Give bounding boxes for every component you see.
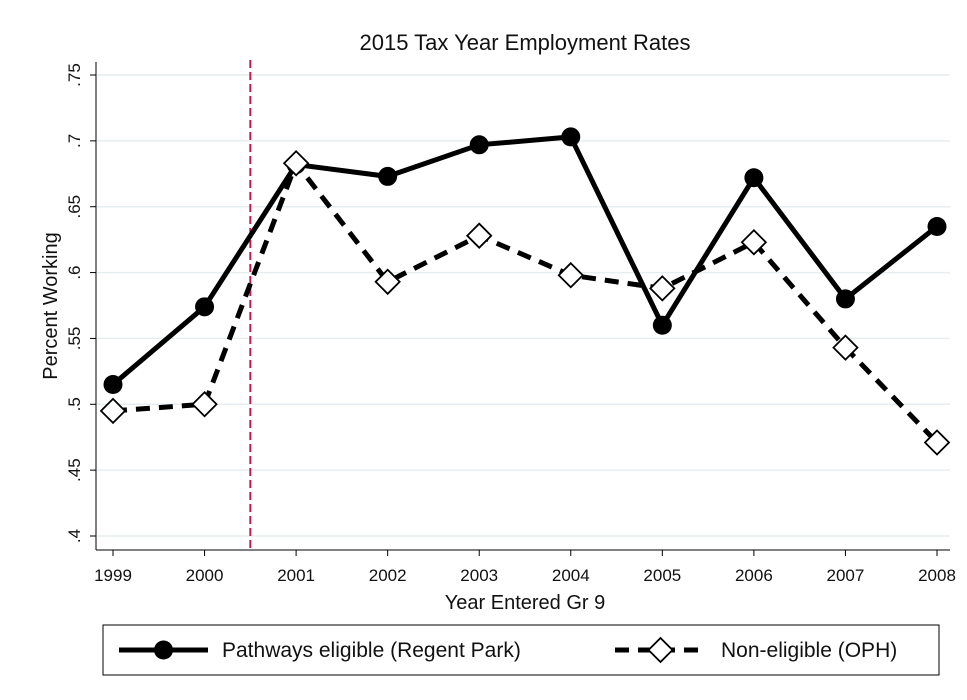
x-tick-label: 2001 [277, 566, 315, 585]
series-layer [99, 127, 951, 456]
data-point [923, 429, 951, 456]
data-point [378, 166, 398, 186]
y-tick-label: .45 [65, 458, 84, 482]
data-point [195, 297, 215, 317]
x-tick-label: 2006 [735, 566, 773, 585]
series-1 [103, 127, 947, 395]
x-axis-label: Year Entered Gr 9 [445, 592, 605, 614]
x-tick-label: 2007 [827, 566, 865, 585]
series-2 [99, 149, 951, 456]
data-point [652, 315, 672, 335]
chart-title: 2015 Tax Year Employment Rates [359, 30, 690, 55]
legend-marker [647, 636, 674, 664]
data-point [103, 375, 123, 395]
legend-box [102, 624, 940, 676]
data-point [740, 229, 768, 256]
y-tick-label: .5 [65, 397, 84, 411]
legend-label: Non-eligible (OPH) [721, 639, 897, 662]
data-point [561, 127, 581, 147]
legend: Pathways eligible (Regent Park) Non-eligi… [102, 624, 940, 676]
data-point [465, 222, 493, 249]
x-tick-label: 2004 [552, 566, 590, 585]
x-tick-label: 2008 [918, 566, 956, 585]
data-point [557, 261, 585, 289]
x-axis-ticks: 1999 2000 2001 2002 2003 2004 2005 2006 2007 2008 [94, 550, 956, 585]
x-tick-label: 2005 [643, 566, 681, 585]
data-point [191, 391, 218, 418]
x-tick-label: 2002 [369, 566, 407, 585]
x-tick-label: 2003 [460, 566, 498, 585]
series-line [111, 134, 939, 387]
y-tick-label: .6 [65, 265, 84, 279]
legend-item: Non-eligible (OPH) [615, 636, 897, 664]
y-axis-label: Percent Working [40, 232, 62, 379]
y-axis-ticks: .4 .45 .5 .55 .6 .65 .7 .75 [65, 63, 96, 543]
y-tick-label: .4 [65, 529, 84, 543]
x-tick-label: 1999 [94, 566, 132, 585]
y-tick-label: .55 [65, 327, 84, 351]
data-point [835, 289, 855, 309]
data-point [744, 168, 764, 188]
gridlines [97, 74, 950, 537]
series-line [112, 160, 939, 445]
plot-area: .4 .45 .5 .55 .6 .65 .7 .75 1999 2000 2001 2002 200… [65, 60, 956, 585]
data-point [927, 216, 947, 236]
y-tick-label: .65 [65, 195, 84, 219]
y-tick-label: .7 [65, 134, 84, 148]
data-point [649, 275, 676, 302]
data-point [832, 334, 859, 361]
data-point [374, 268, 401, 296]
data-point [469, 135, 489, 155]
x-tick-label: 2000 [186, 566, 224, 585]
data-point [282, 149, 310, 177]
y-tick-label: .75 [65, 63, 84, 87]
legend-label: Pathways eligible (Regent Park) [222, 639, 521, 662]
legend-marker [154, 640, 173, 660]
legend-item: Pathways eligible (Regent Park) [119, 639, 521, 662]
data-point [99, 397, 127, 425]
